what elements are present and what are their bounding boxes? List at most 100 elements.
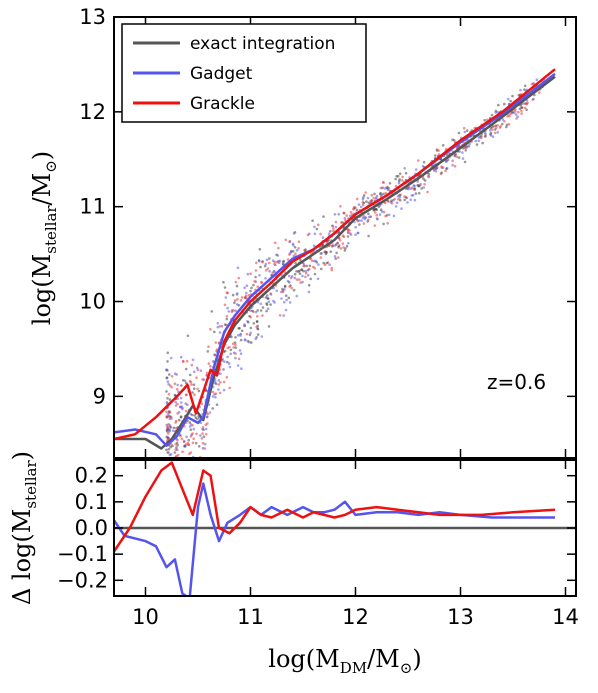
scatter-point xyxy=(311,219,314,222)
scatter-point xyxy=(196,387,199,391)
scatter-point xyxy=(193,370,196,374)
scatter-point xyxy=(266,297,270,300)
scatter-point xyxy=(268,261,271,265)
scatter-point xyxy=(359,205,363,209)
scatter-point xyxy=(193,393,196,397)
scatter-point xyxy=(182,440,186,444)
scatter-point xyxy=(416,159,420,162)
bottom-ytick-label: 0.2 xyxy=(75,464,108,488)
scatter-point xyxy=(404,195,408,199)
scatter-point xyxy=(293,276,297,280)
scatter-point xyxy=(337,212,341,216)
scatter-point xyxy=(258,260,261,263)
scatter-point xyxy=(245,284,249,288)
scatter-point xyxy=(288,285,291,288)
scatter-point xyxy=(313,225,316,229)
scatter-point xyxy=(461,151,464,154)
scatter-point xyxy=(491,135,495,138)
scatter-point xyxy=(373,192,376,196)
scatter-point xyxy=(166,380,170,383)
scatter-point xyxy=(255,325,258,329)
scatter-point xyxy=(535,78,539,81)
scatter-point xyxy=(174,404,178,407)
bottom-xtick-label: 12 xyxy=(342,605,369,629)
scatter-point xyxy=(475,143,479,146)
scatter-point xyxy=(165,469,168,472)
scatter-point xyxy=(364,191,367,194)
scatter-point xyxy=(193,414,196,417)
scatter-point xyxy=(265,294,269,297)
top-line-grackle xyxy=(114,68,556,441)
scatter-point xyxy=(169,426,173,429)
scatter-point xyxy=(165,410,168,414)
scatter-point xyxy=(183,469,186,472)
scatter-point xyxy=(231,293,235,297)
scatter-point xyxy=(173,492,176,495)
scatter-point xyxy=(277,261,281,265)
scatter-point xyxy=(188,421,192,424)
scatter-point xyxy=(251,309,254,313)
scatter-point xyxy=(403,167,407,170)
scatter-point xyxy=(175,446,178,449)
scatter-point xyxy=(191,432,194,435)
scatter-point xyxy=(334,225,338,229)
scatter-point xyxy=(265,309,268,313)
scatter-point xyxy=(215,403,219,407)
scatter-point xyxy=(183,444,187,448)
scatter-point xyxy=(382,181,385,184)
scatter-point xyxy=(330,266,334,270)
scatter-point xyxy=(207,345,210,349)
scatter-point xyxy=(339,205,342,208)
scatter-point xyxy=(388,182,392,185)
scatter-point xyxy=(167,410,171,413)
scatter-point xyxy=(462,126,466,130)
scatter-point xyxy=(295,294,299,298)
scatter-point xyxy=(269,303,272,306)
scatter-point xyxy=(348,214,352,218)
scatter-point xyxy=(214,396,217,399)
scatter-point xyxy=(298,278,301,281)
scatter-point xyxy=(256,309,260,312)
scatter-point xyxy=(413,198,417,202)
scatter-point xyxy=(403,198,407,202)
scatter-point xyxy=(496,131,500,134)
scatter-point xyxy=(199,434,202,437)
scatter-point xyxy=(505,125,508,129)
scatter-point xyxy=(240,329,244,333)
scatter-point xyxy=(345,244,349,248)
scatter-point xyxy=(180,437,184,441)
scatter-point xyxy=(211,395,215,398)
scatter-point xyxy=(303,264,306,268)
scatter-point xyxy=(387,200,390,203)
scatter-point xyxy=(288,240,292,243)
scatter-point xyxy=(465,129,469,132)
scatter-point xyxy=(226,306,229,310)
scatter-point xyxy=(264,277,267,280)
scatter-point xyxy=(382,222,385,226)
scatter-point xyxy=(247,321,250,324)
scatter-point xyxy=(168,500,171,503)
scatter-point xyxy=(249,331,252,335)
scatter-point xyxy=(409,198,413,202)
scatter-point xyxy=(491,128,494,131)
scatter-point xyxy=(246,339,250,343)
scatter-point xyxy=(339,247,343,250)
scatter-point xyxy=(379,208,383,211)
scatter-point xyxy=(422,186,426,189)
scatter-point xyxy=(287,296,291,300)
scatter-point xyxy=(406,187,410,191)
scatter-point xyxy=(288,301,292,304)
scatter-point xyxy=(245,291,248,295)
scatter-point xyxy=(325,261,329,265)
scatter-point xyxy=(468,142,472,146)
scatter-point xyxy=(330,268,334,272)
scatter-point xyxy=(398,172,402,176)
scatter-point xyxy=(216,322,220,325)
scatter-point xyxy=(167,539,170,542)
scatter-point xyxy=(218,391,222,395)
top-series-lines xyxy=(114,68,556,450)
scatter-point xyxy=(240,367,243,370)
scatter-point xyxy=(175,373,178,376)
scatter-point xyxy=(244,294,248,298)
scatter-point xyxy=(392,214,396,218)
